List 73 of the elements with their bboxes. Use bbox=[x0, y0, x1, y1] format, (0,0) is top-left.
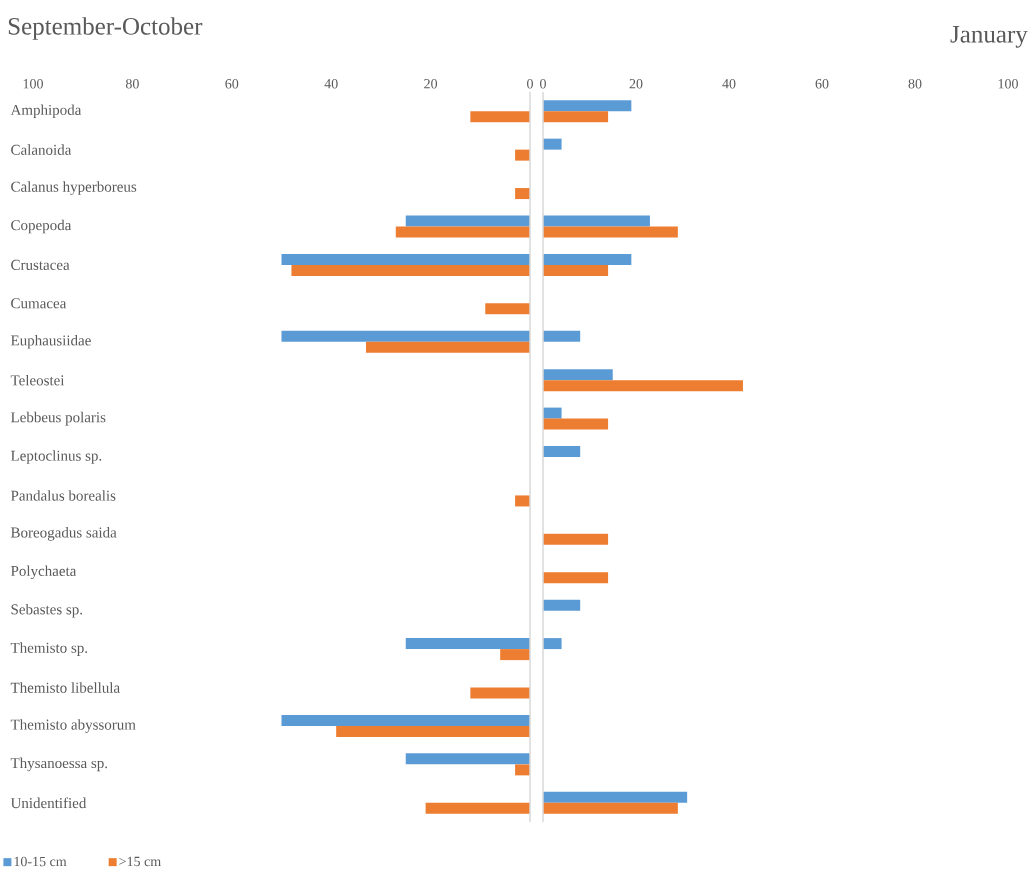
y-tick-label: Themisto sp. bbox=[10, 642, 88, 656]
bar bbox=[336, 725, 530, 737]
bar bbox=[543, 599, 581, 611]
chart-title: September-October bbox=[8, 17, 203, 40]
y-tick-label: Unidentified bbox=[10, 797, 87, 809]
y-tick-label: Teleostei bbox=[10, 374, 65, 386]
bar bbox=[485, 303, 530, 315]
y-tick-label: Sebastes sp. bbox=[11, 603, 83, 618]
y-tick-label: Euphausiidae bbox=[10, 334, 91, 349]
bar bbox=[405, 215, 530, 227]
y-tick-label: Pandalus borealis bbox=[10, 490, 116, 501]
x-tick-label: 100 bbox=[23, 79, 43, 89]
chart-title: January bbox=[950, 26, 1028, 48]
x-tick-label: 80 bbox=[908, 79, 922, 89]
y-tick-label: Lebbeus polaris bbox=[10, 411, 106, 426]
bar bbox=[515, 764, 530, 776]
x-tick-label: 60 bbox=[815, 79, 829, 89]
x-tick-label: 100 bbox=[998, 79, 1018, 89]
bar bbox=[470, 111, 530, 123]
y-tick-label: Copepoda bbox=[11, 219, 72, 234]
y-tick-label: Calanoida bbox=[11, 144, 72, 155]
bar bbox=[543, 572, 609, 584]
bar bbox=[543, 138, 562, 150]
bar bbox=[543, 100, 632, 112]
bar bbox=[405, 638, 530, 650]
y-tick-label: Themisto libellula bbox=[10, 682, 120, 693]
bar bbox=[543, 418, 609, 430]
x-tick-label: 0 bbox=[527, 79, 533, 89]
x-tick-label: 0 bbox=[540, 79, 546, 89]
y-tick-label: Polychaeta bbox=[10, 565, 77, 580]
bar bbox=[500, 649, 530, 661]
bar bbox=[515, 149, 530, 161]
legend-label: >15 cm bbox=[119, 856, 161, 867]
x-tick-label: 40 bbox=[324, 79, 338, 89]
bar bbox=[291, 264, 530, 276]
bar bbox=[543, 330, 581, 342]
y-tick-label: Boreogadus saida bbox=[10, 527, 117, 541]
bar bbox=[543, 533, 609, 545]
x-tick-label: 40 bbox=[722, 79, 736, 89]
y-tick-label: Crustacea bbox=[11, 259, 70, 270]
bar bbox=[425, 802, 530, 814]
bar bbox=[405, 753, 530, 765]
bar bbox=[543, 111, 609, 123]
bar bbox=[543, 802, 678, 814]
y-tick-label: Calanus hyperboreus bbox=[11, 181, 137, 195]
y-tick-label: Amphipoda bbox=[10, 104, 82, 119]
bar bbox=[281, 714, 530, 726]
y-tick-label: Themisto abyssorum bbox=[10, 719, 136, 733]
legend-label: 10-15 cm bbox=[14, 856, 67, 867]
bar bbox=[543, 369, 613, 381]
bar bbox=[515, 188, 530, 200]
y-tick-label: Leptoclinus sp. bbox=[10, 450, 102, 464]
bar bbox=[543, 446, 581, 458]
bar bbox=[281, 330, 530, 342]
x-tick-label: 20 bbox=[424, 79, 438, 89]
y-tick-label: Thysanoessa sp. bbox=[10, 757, 108, 772]
bar bbox=[543, 264, 609, 276]
bar bbox=[395, 226, 530, 238]
bar bbox=[470, 687, 530, 699]
bar bbox=[543, 638, 562, 650]
y-tick-label: Cumacea bbox=[11, 298, 67, 309]
bar bbox=[543, 380, 743, 392]
bar bbox=[365, 341, 530, 353]
x-tick-label: 60 bbox=[225, 79, 239, 89]
bar bbox=[515, 495, 530, 507]
bar bbox=[543, 791, 688, 803]
x-tick-label: 20 bbox=[629, 79, 643, 89]
bar bbox=[543, 226, 678, 238]
x-tick-label: 80 bbox=[125, 79, 139, 89]
bar bbox=[543, 407, 562, 419]
bar bbox=[543, 215, 650, 227]
bar bbox=[543, 253, 632, 265]
bar bbox=[281, 253, 530, 265]
